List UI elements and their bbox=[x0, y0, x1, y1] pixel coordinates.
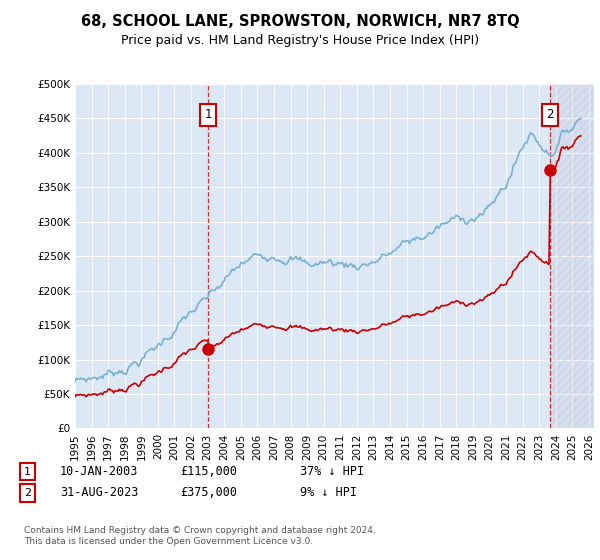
Text: 31-AUG-2023: 31-AUG-2023 bbox=[60, 486, 139, 500]
Text: Contains HM Land Registry data © Crown copyright and database right 2024.
This d: Contains HM Land Registry data © Crown c… bbox=[24, 526, 376, 546]
Text: Price paid vs. HM Land Registry's House Price Index (HPI): Price paid vs. HM Land Registry's House … bbox=[121, 34, 479, 46]
Text: 1: 1 bbox=[205, 109, 212, 122]
Text: 2: 2 bbox=[24, 488, 31, 498]
Text: 1: 1 bbox=[24, 466, 31, 477]
Text: £375,000: £375,000 bbox=[180, 486, 237, 500]
Bar bbox=[550, 84, 594, 428]
Text: 9% ↓ HPI: 9% ↓ HPI bbox=[300, 486, 357, 500]
Text: 37% ↓ HPI: 37% ↓ HPI bbox=[300, 465, 364, 478]
Text: 2: 2 bbox=[547, 109, 554, 122]
Text: 10-JAN-2003: 10-JAN-2003 bbox=[60, 465, 139, 478]
Text: 68, SCHOOL LANE, SPROWSTON, NORWICH, NR7 8TQ: 68, SCHOOL LANE, SPROWSTON, NORWICH, NR7… bbox=[80, 14, 520, 29]
Text: £115,000: £115,000 bbox=[180, 465, 237, 478]
